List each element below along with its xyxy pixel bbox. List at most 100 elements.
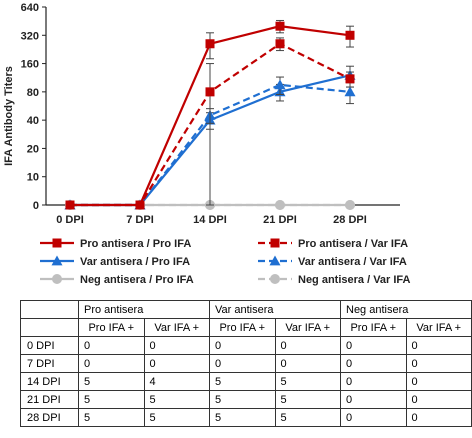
table-subheader-row: Pro IFA + Var IFA + Pro IFA + Var IFA + … <box>20 318 472 337</box>
table-subheader: Pro IFA + <box>209 318 276 337</box>
data-point <box>274 79 286 90</box>
table-cell: 0 <box>209 336 276 355</box>
y-tick-label: 640 <box>21 2 39 14</box>
data-point <box>205 39 215 49</box>
table-cell: 0 <box>340 408 407 427</box>
y-tick-label: 160 <box>21 59 39 71</box>
table-cell: 5 <box>143 408 210 427</box>
legend-item: Neg antisera / Var IFA <box>258 274 411 286</box>
data-point <box>345 200 355 210</box>
series-layer <box>64 19 356 210</box>
titer-chart: 0 10 20 40 80 160 320 640 0 DPI 7 DPI 14 DPI 21 DP… <box>3 2 411 286</box>
table-corner <box>20 318 79 337</box>
y-tick-label: 20 <box>27 143 39 155</box>
table-cell: 5 <box>274 390 341 409</box>
legend-item: Var antisera / Pro IFA <box>40 255 190 268</box>
legend-label: Pro antisera / Var IFA <box>298 238 408 250</box>
legend-swatch-marker <box>51 255 63 266</box>
data-point <box>344 86 356 97</box>
legend-label: Pro antisera / Pro IFA <box>80 238 191 250</box>
table-cell: 0 <box>405 336 472 355</box>
table-cell: 0 <box>405 354 472 373</box>
table-row: 14 DPI 5 4 5 5 0 0 <box>20 372 472 391</box>
legend-label: Var antisera / Pro IFA <box>80 256 190 268</box>
data-point <box>345 30 355 40</box>
table-cell: 5 <box>78 408 145 427</box>
table-cell: 0 <box>274 354 341 373</box>
data-point <box>275 200 285 210</box>
table-cell: 0 <box>405 372 472 391</box>
results-table: Pro antisera Var antisera Neg antisera P… <box>20 300 472 427</box>
table-cell: 4 <box>143 372 210 391</box>
table-row-label: 0 DPI <box>20 336 79 355</box>
data-point <box>275 21 285 31</box>
table-corner <box>20 300 79 319</box>
table-cell: 5 <box>209 408 276 427</box>
legend-label: Var antisera / Var IFA <box>298 256 407 268</box>
table-cell: 0 <box>78 336 145 355</box>
table-cell: 0 <box>405 408 472 427</box>
legend-item: Pro antisera / Var IFA <box>258 238 408 250</box>
y-tick-label: 10 <box>27 172 39 184</box>
data-point <box>135 200 145 210</box>
x-tick-label: 28 DPI <box>333 214 367 226</box>
table-cell: 0 <box>340 336 407 355</box>
table-row-label: 28 DPI <box>20 408 79 427</box>
table-cell: 0 <box>78 354 145 373</box>
data-point <box>345 74 355 84</box>
table-group-header: Neg antisera <box>340 300 472 319</box>
legend-item: Var antisera / Var IFA <box>258 255 407 268</box>
table-cell: 5 <box>143 390 210 409</box>
table-group-header-row: Pro antisera Var antisera Neg antisera <box>20 300 472 319</box>
y-tick-label: 80 <box>27 87 39 99</box>
legend-swatch-marker <box>269 255 281 266</box>
table-row-label: 7 DPI <box>20 354 79 373</box>
table-subheader: Pro IFA + <box>78 318 145 337</box>
table-subheader: Var IFA + <box>405 318 472 337</box>
data-point <box>65 200 75 210</box>
series-2 <box>65 37 355 210</box>
legend-label: Neg antisera / Pro IFA <box>80 274 194 286</box>
legend-swatch-marker <box>52 274 62 284</box>
x-tick-label: 7 DPI <box>126 214 154 226</box>
table-cell: 0 <box>209 354 276 373</box>
table-cell: 0 <box>274 336 341 355</box>
table-group-header: Var antisera <box>209 300 341 319</box>
table-cell: 5 <box>78 372 145 391</box>
legend: Pro antisera / Pro IFA Pro antisera / Var… <box>40 238 411 286</box>
table-subheader: Pro IFA + <box>340 318 407 337</box>
table-subheader: Var IFA + <box>143 318 210 337</box>
table-row-label: 21 DPI <box>20 390 79 409</box>
x-tick-label: 21 DPI <box>263 214 297 226</box>
legend-item: Pro antisera / Pro IFA <box>40 238 191 250</box>
table-cell: 0 <box>340 390 407 409</box>
y-axis-label: IFA Antibody Titers <box>3 66 15 166</box>
legend-swatch-marker <box>270 238 280 248</box>
legend-label: Neg antisera / Var IFA <box>298 274 411 286</box>
table-cell: 5 <box>274 408 341 427</box>
legend-swatch-marker <box>270 274 280 284</box>
table-cell: 5 <box>274 372 341 391</box>
table-cell: 5 <box>209 390 276 409</box>
table-cell: 5 <box>209 372 276 391</box>
data-point <box>205 87 215 97</box>
legend-item: Neg antisera / Pro IFA <box>40 274 194 286</box>
table-row: 28 DPI 5 5 5 5 0 0 <box>20 408 472 427</box>
table-row-label: 14 DPI <box>20 372 79 391</box>
table-cell: 0 <box>143 336 210 355</box>
y-tick-label: 40 <box>27 115 39 127</box>
table-cell: 0 <box>340 354 407 373</box>
x-tick-label: 0 DPI <box>56 214 84 226</box>
y-axis-ticks: 0 10 20 40 80 160 320 640 <box>21 2 46 212</box>
table-row: 0 DPI 0 0 0 0 0 0 <box>20 336 472 355</box>
table-row: 21 DPI 5 5 5 5 0 0 <box>20 390 472 409</box>
x-axis-ticks: 0 DPI 7 DPI 14 DPI 21 DPI 28 DPI <box>56 214 367 226</box>
x-tick-label: 14 DPI <box>193 214 227 226</box>
legend-swatch-marker <box>52 238 62 248</box>
table-cell: 0 <box>405 390 472 409</box>
data-point <box>275 39 285 49</box>
table-cell: 0 <box>340 372 407 391</box>
y-tick-label: 320 <box>21 30 39 42</box>
table-group-header: Pro antisera <box>78 300 210 319</box>
table-row: 7 DPI 0 0 0 0 0 0 <box>20 354 472 373</box>
